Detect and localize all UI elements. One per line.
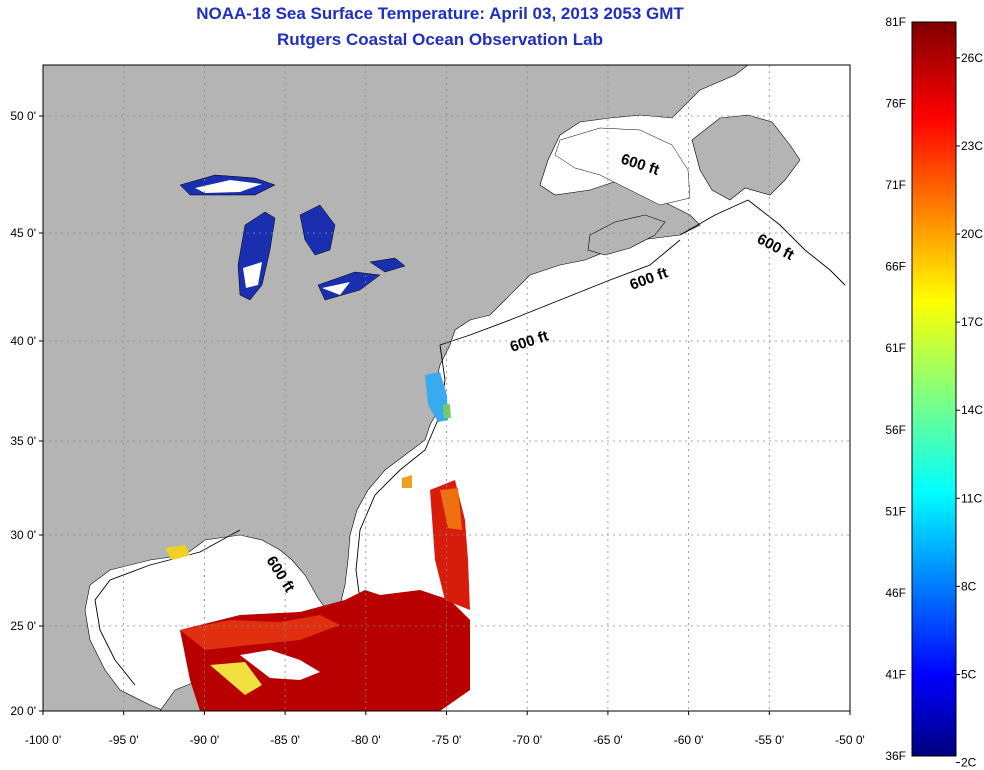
sst-cold-chesapeake — [425, 372, 448, 422]
lat-tick-label: 30 0' — [10, 528, 36, 542]
lon-tick-label: -55 0' — [754, 733, 784, 747]
colorbar-c-label: 8C — [961, 579, 977, 593]
colorbar-c-label: 11C — [961, 491, 982, 505]
chart-subtitle: Rutgers Coastal Ocean Observation Lab — [277, 30, 603, 49]
colorbar-c-label: 23C — [961, 139, 983, 153]
lat-tick-label: 35 0' — [10, 434, 36, 448]
sst-warm-water — [165, 475, 470, 711]
colorbar-f-label: 66F — [885, 260, 906, 274]
chart-title: NOAA-18 Sea Surface Temperature: April 0… — [196, 4, 684, 23]
lon-tick-label: -85 0' — [270, 733, 300, 747]
sst-green-patch — [443, 404, 451, 418]
colorbar-f-label: 56F — [885, 423, 906, 437]
colorbar-f-label: 71F — [885, 178, 906, 192]
map-grid — [43, 65, 850, 711]
lat-tick-label: 40 0' — [10, 334, 36, 348]
colorbar-f-label: 41F — [885, 667, 906, 681]
colorbar — [911, 21, 957, 757]
lon-tick-label: -100 0' — [25, 733, 61, 747]
lon-tick-label: -80 0' — [351, 733, 381, 747]
land-nova-scotia — [587, 214, 666, 256]
colorbar-c-label: 17C — [961, 315, 983, 329]
colorbar-fahrenheit-labels: 81F 76F 71F 66F 61F 56F 51F 46F 41F 36F — [885, 15, 906, 763]
colorbar-f-label: 46F — [885, 586, 906, 600]
colorbar-f-label: 81F — [885, 15, 906, 29]
lon-tick-label: -70 0' — [512, 733, 542, 747]
lon-tick-label: -50 0' — [835, 733, 865, 747]
great-lakes — [179, 174, 406, 301]
colorbar-c-label: 14C — [961, 403, 983, 417]
lat-tick-label: 50 0' — [10, 109, 36, 123]
latitude-axis: 50 0' 45 0' 40 0' 35 0' 30 0' 25 0' 20 0' — [10, 109, 43, 718]
lat-tick-label: 25 0' — [10, 619, 36, 633]
gulf-st-lawrence — [554, 127, 691, 206]
lon-tick-label: -65 0' — [593, 733, 623, 747]
lon-tick-label: -95 0' — [109, 733, 139, 747]
lake-ice — [195, 180, 350, 295]
lon-tick-label: -60 0' — [674, 733, 704, 747]
lat-tick-label: 45 0' — [10, 226, 36, 240]
colorbar-celsius-labels: 26C 23C 20C 17C 14C 11C 8C 5C 2C — [956, 51, 983, 770]
colorbar-c-label: 5C — [961, 667, 977, 681]
colorbar-f-label: 36F — [885, 749, 906, 763]
colorbar-f-label: 61F — [885, 341, 906, 355]
colorbar-f-label: 51F — [885, 504, 906, 518]
colorbar-c-label: 2C — [961, 756, 977, 770]
land-newfoundland — [691, 114, 801, 201]
longitude-axis: -100 0' -95 0' -90 0' -85 0' -80 0' -75 0' -70… — [25, 711, 865, 747]
lon-tick-label: -75 0' — [432, 733, 462, 747]
colorbar-f-label: 76F — [885, 97, 906, 111]
depth-contour-600ft — [94, 199, 846, 686]
colorbar-c-label: 26C — [961, 51, 983, 65]
lat-tick-label: 20 0' — [10, 704, 36, 718]
lon-tick-label: -90 0' — [190, 733, 220, 747]
colorbar-c-label: 20C — [961, 227, 983, 241]
